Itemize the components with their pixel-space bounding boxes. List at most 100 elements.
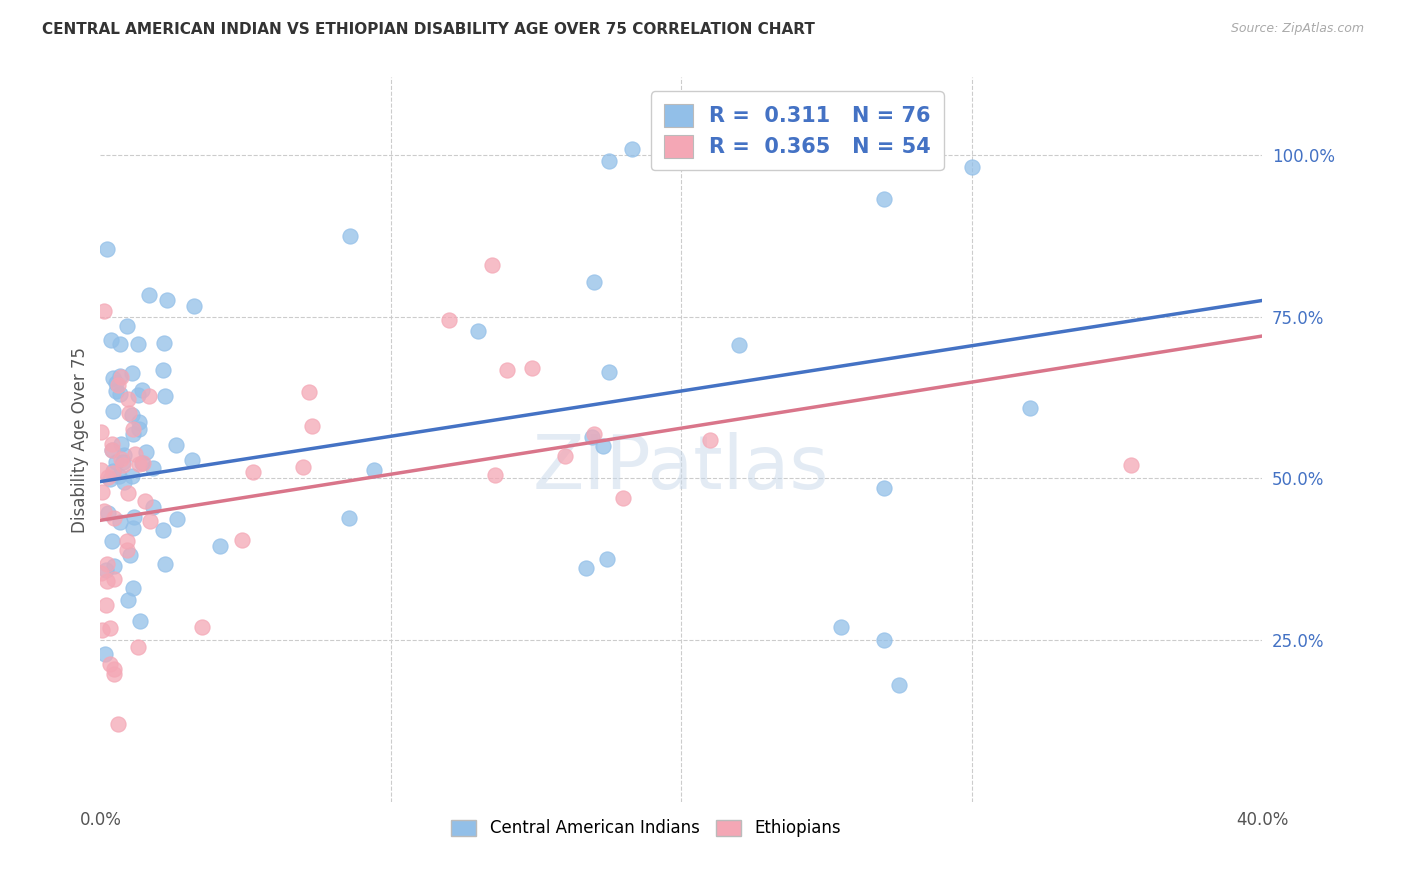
Point [152,524,174,538]
Point [1018,401,1040,415]
Point [620,142,643,156]
Point [115,543,138,558]
Point [242,465,264,479]
Point [484,467,506,482]
Point [122,581,145,595]
Point [117,485,139,500]
Text: CENTRAL AMERICAN INDIAN VS ETHIOPIAN DISABILITY AGE OVER 75 CORRELATION CHART: CENTRAL AMERICAN INDIAN VS ETHIOPIAN DIS… [42,22,815,37]
Point [101,442,124,457]
Point [118,406,141,420]
Point [122,509,145,524]
Point [1121,458,1143,473]
Point [231,533,253,548]
Point [363,463,385,477]
Point [191,620,214,634]
Text: Source: ZipAtlas.com: Source: ZipAtlas.com [1230,22,1364,36]
Point [128,614,150,628]
Point [121,366,143,380]
Point [127,336,149,351]
Point [112,449,135,463]
Point [153,558,176,572]
Point [887,678,910,692]
Point [93,504,115,518]
Point [301,418,323,433]
Point [155,389,177,403]
Point [90,425,112,439]
Point [110,452,132,467]
Point [96,574,118,589]
Point [101,443,124,458]
Point [103,463,125,477]
Point [135,445,157,459]
Point [142,500,165,514]
Point [96,242,118,256]
Point [467,324,489,338]
Point [138,514,160,528]
Point [581,430,603,444]
Point [138,389,160,403]
Point [90,623,112,637]
Point [612,491,634,505]
Point [728,338,751,352]
Point [128,422,150,436]
Text: ZIPatlas: ZIPatlas [533,432,830,505]
Point [124,447,146,461]
Point [596,552,619,566]
Point [598,364,620,378]
Point [97,470,120,484]
Point [183,299,205,313]
Point [105,455,128,469]
Point [134,494,156,508]
Point [110,436,132,450]
Point [112,458,135,472]
Point [153,335,176,350]
Point [108,469,131,483]
Point [122,426,145,441]
Point [291,459,314,474]
Point [90,484,112,499]
Point [96,557,118,571]
Point [156,293,179,308]
Point [93,648,115,662]
Point [121,422,143,436]
Point [166,512,188,526]
Point [127,388,149,402]
Point [117,593,139,607]
Point [699,433,721,447]
Point [575,560,598,574]
Point [107,377,129,392]
Point [96,599,118,613]
Point [105,384,128,399]
Point [209,539,232,553]
Point [108,337,131,351]
Point [481,258,503,272]
Point [101,467,124,481]
Point [165,438,187,452]
Point [132,457,155,471]
Point [873,481,896,495]
Point [97,506,120,520]
Point [583,275,606,289]
Point [520,361,543,376]
Point [112,455,135,469]
Point [98,657,121,671]
Point [128,415,150,429]
Point [112,475,135,489]
Point [103,511,125,525]
Point [110,370,132,384]
Point [592,439,614,453]
Point [131,456,153,470]
Point [496,362,519,376]
Point [830,620,852,634]
Point [103,667,125,681]
Point [101,533,124,548]
Point [298,385,321,400]
Point [96,563,118,577]
Point [142,461,165,475]
Point [873,632,896,647]
Point [121,468,143,483]
Point [583,427,606,442]
Point [104,376,127,391]
Point [337,510,360,524]
Point [138,288,160,302]
